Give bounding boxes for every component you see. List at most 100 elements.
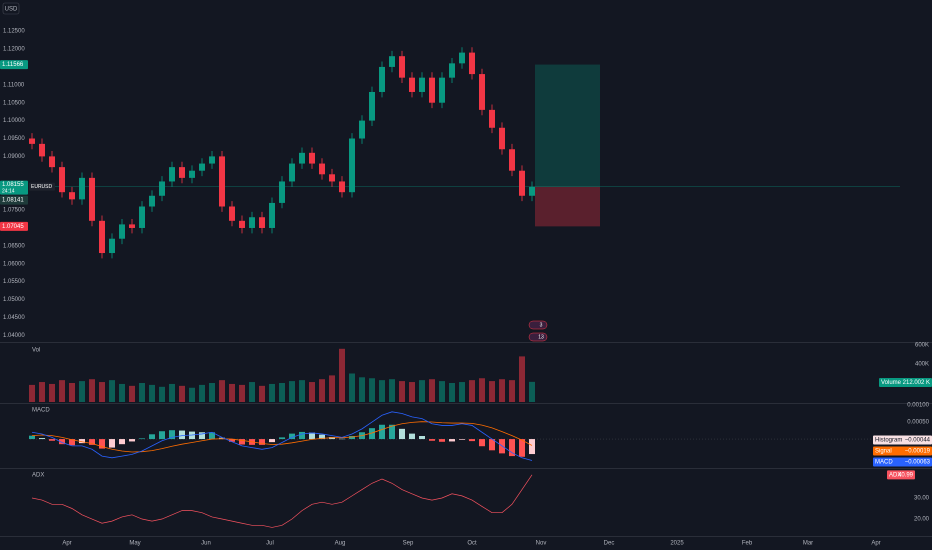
volume-legend-name: Volume (881, 380, 902, 386)
histogram-bar (509, 439, 515, 457)
price-tick-label: 1.05000 (3, 297, 25, 303)
volume-bar (219, 380, 225, 402)
histogram-bar (179, 430, 185, 440)
volume-bar (359, 377, 365, 402)
volume-bar (159, 386, 165, 402)
candle-body (409, 77, 415, 92)
candle-body (279, 181, 285, 203)
macd-legend (873, 457, 932, 467)
volume-bar (459, 382, 465, 402)
volume-bar (449, 383, 455, 402)
candle-body (369, 91, 375, 121)
histogram-bar (319, 434, 325, 440)
time-tick-label: Nov (536, 541, 547, 547)
countdown: 24:14 (2, 188, 15, 194)
take-profit-label (0, 60, 28, 70)
histogram-bar (389, 424, 395, 440)
volume-bar (109, 380, 115, 402)
y-tick-label: 600K (915, 343, 929, 349)
histogram-bar (169, 430, 175, 440)
volume-bar (489, 381, 495, 402)
candle-body (259, 217, 265, 228)
histogram-bar (289, 433, 295, 440)
candle-body (239, 220, 245, 228)
currency-label: USD (5, 7, 18, 13)
time-tick-label: Apr (62, 541, 71, 547)
volume-bar (309, 382, 315, 402)
histogram-bar (209, 432, 215, 440)
candle-body (509, 149, 515, 171)
candle-body (99, 220, 105, 254)
price-tick-label: 1.12500 (3, 29, 25, 35)
histogram-bar (339, 438, 345, 440)
stop-loss-value: 1.07045 (2, 224, 24, 230)
histogram-bar (69, 439, 75, 446)
macd-legend-value: −0.00019 (905, 449, 931, 455)
histogram-bar (79, 439, 85, 444)
volume-bar (79, 381, 85, 402)
histogram-bar (239, 439, 245, 445)
volume-bar (249, 382, 255, 402)
histogram-bar (89, 439, 95, 445)
adx-line (31, 474, 533, 528)
histogram-bar (379, 424, 385, 440)
histogram-bar (199, 432, 205, 440)
macd-legend (873, 446, 932, 456)
currency-button[interactable] (2, 2, 20, 15)
candle-body (419, 77, 425, 92)
candle-body (429, 77, 435, 103)
y-tick-label: 0.00100 (907, 403, 929, 409)
candle-body (329, 174, 335, 182)
volume-bar (399, 381, 405, 402)
bid-label (0, 195, 28, 205)
volume-bar (429, 379, 435, 402)
time-tick-label: Dec (604, 541, 615, 547)
histogram-bar (399, 428, 405, 440)
price-tick-label: 1.04500 (3, 315, 25, 321)
histogram-bar (149, 434, 155, 440)
event-count: 13 (538, 334, 544, 340)
price-tick-label: 1.09000 (3, 154, 25, 160)
y-tick-label: 20.00 (914, 517, 930, 523)
bid-value: 1.08141 (2, 198, 24, 204)
volume-bar (49, 383, 55, 402)
candle-body (249, 217, 255, 228)
candle-body (299, 152, 305, 164)
volume-bar (289, 381, 295, 402)
stop-loss-zone (535, 186, 600, 227)
histogram-bar (39, 438, 45, 440)
candle-body (499, 127, 505, 150)
price-tick-label: 1.07500 (3, 208, 25, 214)
volume-legend-value: 212.002 K (903, 380, 930, 386)
candle-body (479, 74, 485, 110)
candle-body (89, 177, 95, 221)
candle-body (39, 143, 45, 157)
volume-legend (879, 378, 932, 387)
volume-bar (129, 385, 135, 402)
candle-body (139, 206, 145, 228)
price-tick-label: 1.12000 (3, 47, 25, 53)
histogram-bar (449, 439, 455, 442)
last-price-value: 1.08155 (2, 182, 24, 188)
time-tick-label: Jun (201, 541, 211, 547)
histogram-bar (119, 439, 125, 445)
histogram-bar (439, 439, 445, 442)
volume-bar (519, 356, 525, 402)
volume-bar (439, 381, 445, 402)
macd-legend (873, 435, 932, 445)
histogram-bar (529, 439, 535, 455)
volume-bar (89, 379, 95, 402)
price-tick-label: 1.10000 (3, 118, 25, 124)
volume-bar (209, 383, 215, 402)
candle-body (389, 56, 395, 67)
candle-body (119, 224, 125, 239)
candle-body (189, 170, 195, 178)
volume-bar (299, 380, 305, 402)
candle-body (149, 195, 155, 207)
volume-bar (189, 387, 195, 402)
macd-legend-name: Signal (875, 449, 892, 455)
histogram-bar (229, 439, 235, 442)
adx-legend-name: ADX (889, 472, 901, 478)
volume-bar (329, 375, 335, 402)
volume-bar (99, 382, 105, 402)
